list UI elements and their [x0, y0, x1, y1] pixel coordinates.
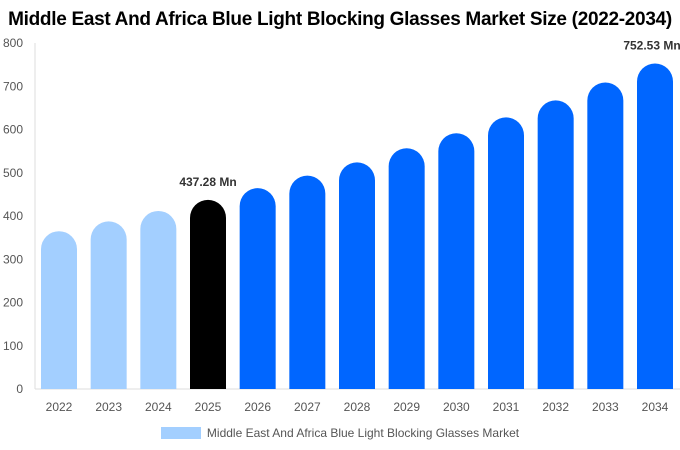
bar-2031	[488, 117, 524, 390]
y-tick-label: 500	[3, 166, 23, 180]
x-tick-label: 2029	[393, 400, 420, 414]
x-tick-label: 2022	[46, 400, 73, 414]
bar-2025	[190, 199, 226, 389]
y-tick-label: 400	[3, 209, 23, 223]
bar-2030	[438, 133, 475, 389]
x-tick-label: 2026	[244, 400, 271, 414]
bar-2027	[289, 175, 326, 389]
y-tick-label: 0	[16, 382, 23, 396]
bar-2034	[637, 63, 673, 390]
chart-title: Middle East And Africa Blue Light Blocki…	[8, 9, 672, 30]
y-tick-label: 700	[3, 79, 23, 93]
bar-2022	[41, 231, 77, 389]
bar-2024	[140, 210, 177, 389]
y-tick-label: 300	[3, 252, 23, 266]
x-tick-label: 2028	[344, 400, 371, 414]
bar-2023	[90, 221, 127, 389]
bar-2028	[339, 162, 375, 389]
bar-chart: 0 100 200 300 400 500 600 700 800 2022 2023 2024 202…	[3, 36, 680, 414]
y-tick-label: 600	[3, 123, 23, 137]
x-tick-label: 2027	[294, 400, 321, 414]
bar-2032	[537, 100, 574, 389]
data-label: 437.28 Mn	[179, 175, 236, 189]
x-tick-label: 2031	[493, 400, 520, 414]
bar-2026	[239, 188, 276, 389]
x-tick-label: 2023	[95, 400, 122, 414]
y-tick-label: 100	[3, 339, 23, 353]
legend-swatch	[160, 427, 201, 439]
legend-label: Middle East And Africa Blue Light Blocki…	[206, 426, 520, 440]
data-label: 752.53 Mn	[623, 39, 680, 53]
bar-2029	[388, 148, 425, 389]
y-tick-label: 200	[3, 296, 23, 310]
bar-2033	[587, 82, 624, 390]
x-tick-label: 2024	[145, 400, 172, 414]
x-tick-label: 2032	[542, 400, 569, 414]
x-tick-label: 2025	[195, 400, 222, 414]
x-tick-label: 2034	[642, 400, 669, 414]
y-tick-label: 800	[3, 36, 23, 50]
legend: Middle East And Africa Blue Light Blocki…	[0, 426, 680, 440]
x-tick-label: 2033	[592, 400, 619, 414]
x-tick-label: 2030	[443, 400, 470, 414]
